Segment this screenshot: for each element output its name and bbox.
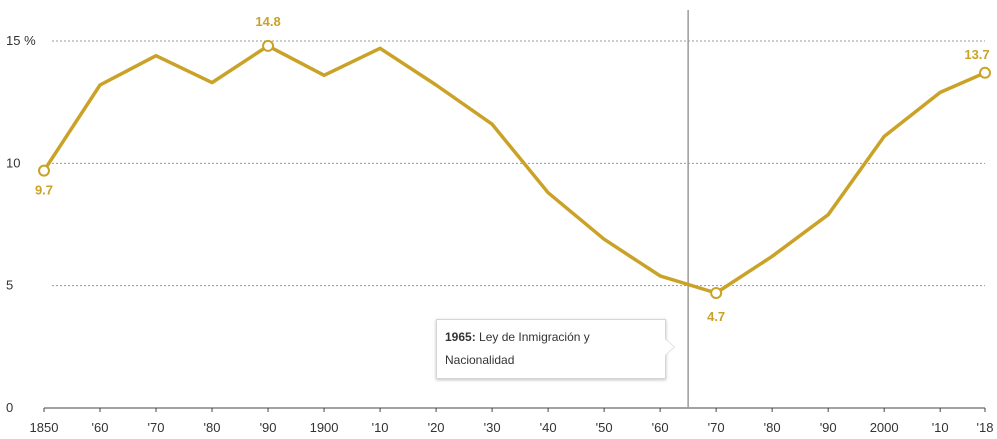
y-tick-label: 10: [6, 155, 20, 170]
event-annotation-text1: Ley de Inmigración y: [475, 330, 590, 344]
x-tick-label: '60: [92, 420, 109, 435]
data-labels: 9.7 14.8 4.7 13.7: [35, 14, 990, 324]
y-tick-label: 5: [6, 278, 13, 293]
x-tick-label: '60: [652, 420, 669, 435]
data-point-marker: [979, 66, 991, 79]
x-tick-label: '80: [764, 420, 781, 435]
data-point-marker: [262, 39, 275, 52]
y-tick-label: 0: [6, 400, 13, 415]
data-point-markers: [38, 39, 991, 300]
x-tick-label: '30: [484, 420, 501, 435]
event-annotation-year: 1965:: [445, 330, 476, 344]
data-label: 13.7: [964, 47, 989, 62]
x-tick-label: '40: [540, 420, 557, 435]
x-tick-label: '18: [977, 420, 994, 435]
x-axis-ticks: 1850 '60 '70 '80 '90 1900 '10 '20 '30 '40 '50 '60 '7…: [30, 408, 994, 435]
y-tick-label: 15 %: [6, 33, 36, 48]
data-label: 14.8: [255, 14, 280, 29]
x-tick-label: '70: [708, 420, 725, 435]
x-tick-label: '20: [428, 420, 445, 435]
y-axis-ticks: 0 5 10 15 %: [6, 33, 36, 415]
x-tick-label: 1850: [30, 420, 59, 435]
event-annotation-arrow: [664, 338, 674, 356]
x-tick-label: '70: [148, 420, 165, 435]
event-annotation-box: 1965: Ley de Inmigración y Nacionalidad: [436, 319, 666, 379]
data-label: 9.7: [35, 183, 53, 198]
data-point-marker: [710, 287, 723, 300]
x-tick-label: '10: [372, 420, 389, 435]
x-tick-label: '80: [204, 420, 221, 435]
series-line: [42, 44, 987, 295]
x-tick-label: '90: [820, 420, 837, 435]
x-tick-label: '10: [932, 420, 949, 435]
event-annotation-text2: Nacionalidad: [445, 353, 515, 367]
data-point-marker: [38, 164, 50, 177]
x-tick-label: 1900: [310, 420, 339, 435]
x-tick-label: '90: [260, 420, 277, 435]
data-label: 4.7: [707, 309, 725, 324]
event-annotation-line1: 1965: Ley de Inmigración y: [445, 326, 657, 349]
x-tick-label: '50: [596, 420, 613, 435]
x-tick-label: 2000: [870, 420, 899, 435]
